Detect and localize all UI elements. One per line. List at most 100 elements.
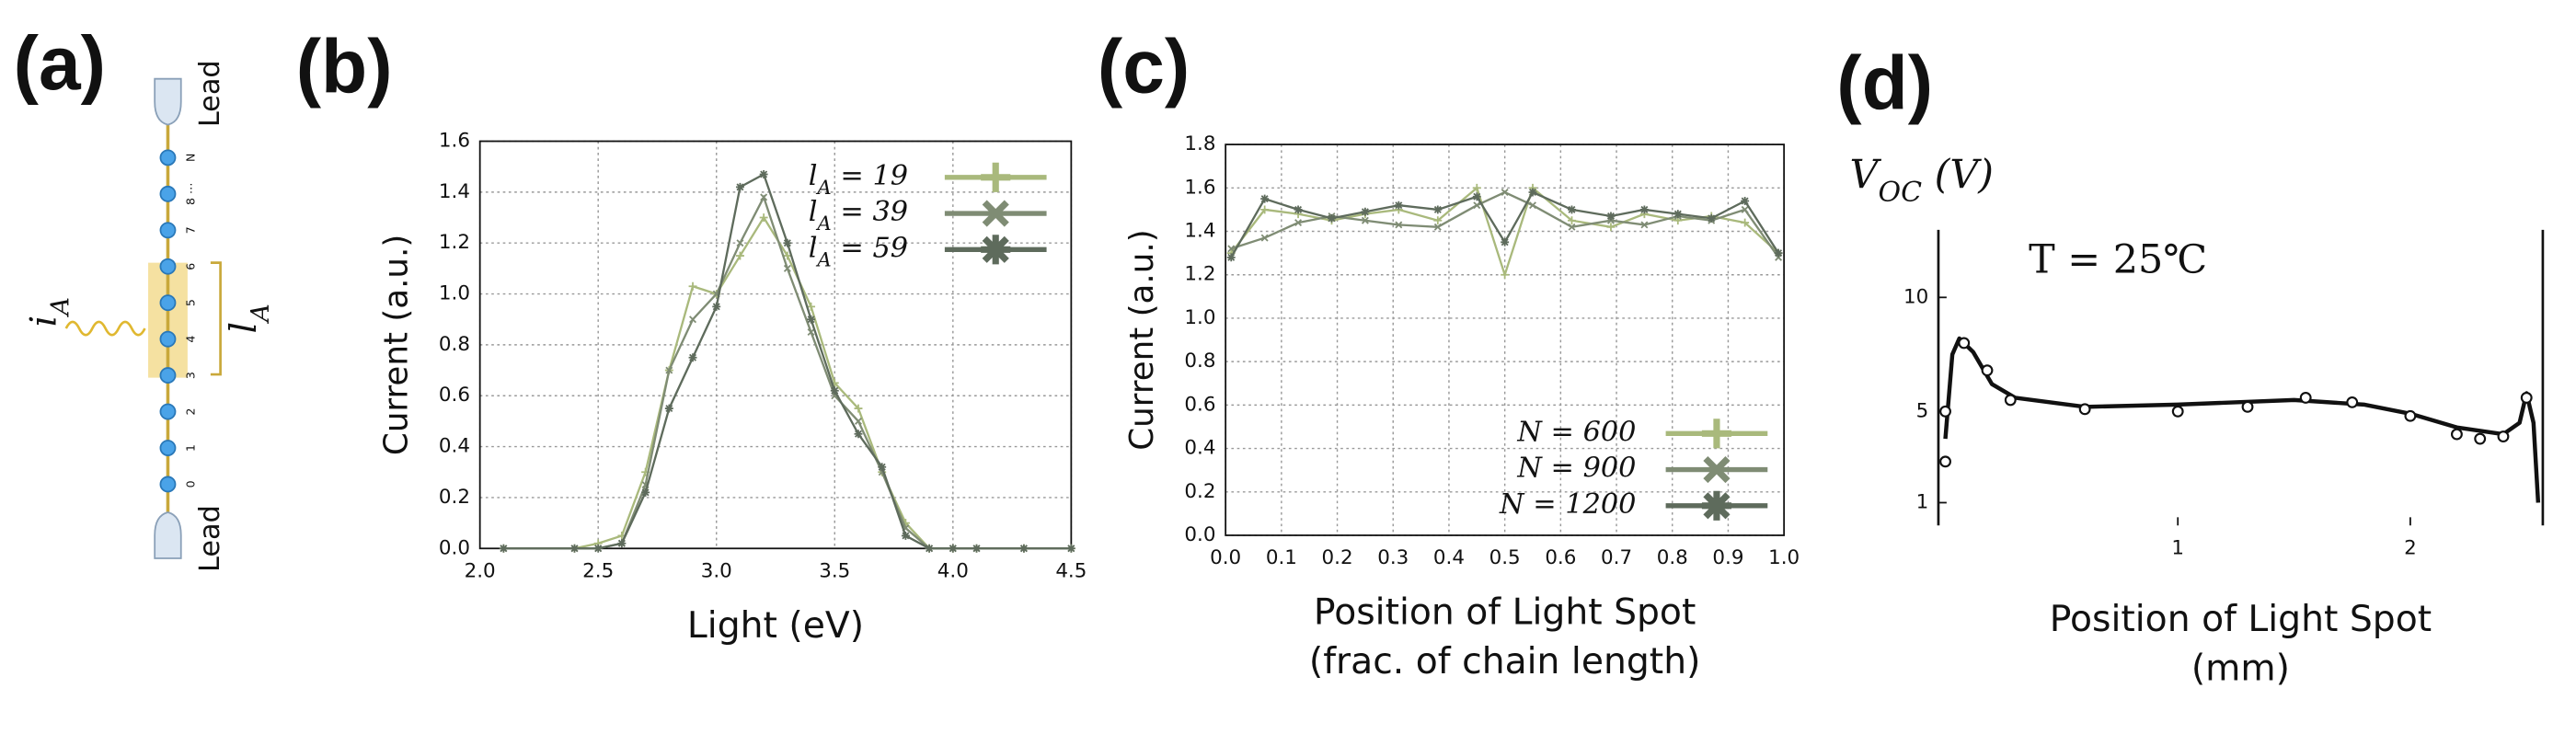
y-tick-label: 1: [1916, 490, 1929, 513]
data-point: [949, 544, 958, 553]
node: [159, 294, 177, 312]
data-point: [2451, 428, 2463, 441]
y-tick-label: 1.2: [439, 231, 470, 254]
lead-label: Lead: [193, 60, 225, 127]
data-point: [783, 264, 791, 272]
x-tick-label: 4.5: [1055, 559, 1087, 582]
light-wave: [64, 320, 146, 337]
x-tick-label: 0.7: [1601, 546, 1632, 569]
x-tick-label: 2: [2404, 536, 2417, 559]
data-point: [1981, 364, 1994, 377]
x-tick-label: 2.5: [582, 559, 614, 582]
x-tick-label: 4.0: [937, 559, 969, 582]
annotation: T = 25℃: [2029, 237, 2207, 283]
x-tick-label: 3.0: [701, 559, 732, 582]
y-tick-label: 0.6: [1184, 393, 1215, 416]
data-point: [641, 487, 650, 497]
y-tick-label: 0.8: [1184, 350, 1215, 373]
node-label: 2: [183, 408, 197, 416]
data-point: [783, 238, 792, 247]
data-point: [1260, 205, 1270, 214]
data-point: [2004, 394, 2017, 407]
panel-label: (a): [14, 22, 106, 106]
node-label: 8 ⋯: [183, 183, 197, 205]
data-point: [1568, 216, 1576, 225]
x-tick-label: 0.0: [1210, 546, 1241, 569]
data-point: [1639, 205, 1649, 214]
y-tick-label: 1.8: [1184, 132, 1215, 155]
y-tick-label: 5: [1916, 399, 1929, 422]
data-point: [830, 386, 839, 396]
data-point: [1226, 253, 1236, 262]
y-tick-label: 0.4: [1184, 437, 1215, 460]
panel-label: (d): [1836, 41, 1933, 125]
node-label: 6: [183, 263, 197, 270]
data-point: [2241, 400, 2254, 413]
y-tick-label: 0.2: [439, 486, 470, 509]
data-point: [1501, 189, 1509, 197]
data-point: [1741, 197, 1750, 205]
data-point: [1741, 205, 1749, 213]
node-label: 4: [183, 336, 197, 343]
node-label: N: [183, 154, 197, 162]
x-tick-label: 3.5: [819, 559, 850, 582]
data-point: [1501, 270, 1510, 280]
data-point: [901, 531, 910, 540]
data-point: [1361, 216, 1369, 224]
data-point: [1568, 205, 1576, 214]
x-axis-label: Position of Light Spot: [1314, 591, 1696, 633]
data-point: [1433, 223, 1442, 231]
data-point: [1395, 221, 1403, 229]
data-point: [807, 315, 816, 324]
data-point: [1501, 237, 1510, 247]
bracket: [210, 261, 222, 376]
node-label: 7: [183, 226, 197, 234]
y-axis-label: Current (a.u.): [1123, 229, 1161, 450]
data-point: [1939, 455, 1951, 468]
data-point: [712, 302, 721, 311]
series-line: [503, 172, 1072, 550]
y-tick-label: 1.4: [439, 180, 470, 203]
data-point: [1019, 544, 1029, 553]
data-point: [1433, 216, 1443, 225]
legend-marker: [981, 235, 1011, 265]
data-point: [735, 182, 744, 191]
y-tick-label: 1.0: [439, 282, 470, 305]
y-tick-label: 1.6: [439, 130, 470, 153]
data-point: [2520, 391, 2533, 404]
data-point: [783, 251, 792, 260]
legend-marker: [1703, 456, 1731, 484]
legend-label: lA = 59: [809, 232, 908, 271]
data-point: [688, 281, 697, 291]
data-point: [1640, 221, 1649, 229]
y-tick-label: 1.2: [1184, 263, 1215, 286]
node-label: 5: [183, 299, 197, 306]
data-point: [807, 328, 815, 337]
x-tick-label: 0.1: [1266, 546, 1297, 569]
legend-marker: [981, 162, 1011, 192]
x-tick-label: 0.8: [1657, 546, 1688, 569]
x-axis-label: (mm): [2191, 648, 2290, 689]
x-tick-label: 2.0: [465, 559, 496, 582]
data-point: [854, 404, 863, 413]
data-point: [499, 544, 508, 553]
data-point: [759, 213, 768, 223]
panel-label: (b): [296, 25, 393, 109]
data-point: [1472, 183, 1481, 192]
node: [159, 258, 177, 275]
data-point: [854, 430, 863, 439]
y-axis-label: Current (a.u.): [377, 235, 415, 455]
data-point: [665, 366, 673, 374]
data-point: [1774, 248, 1783, 258]
data-point: [1294, 205, 1303, 214]
lead-label: Lead: [193, 505, 225, 572]
data-point: [1260, 234, 1269, 242]
fit-curve: [1943, 336, 2541, 503]
data-point: [2404, 409, 2417, 422]
data-point: [1361, 207, 1370, 216]
current-label: iA: [23, 297, 75, 327]
data-point: [1529, 201, 1536, 210]
data-point: [855, 417, 862, 425]
y-tick-label: 0.6: [439, 384, 470, 407]
